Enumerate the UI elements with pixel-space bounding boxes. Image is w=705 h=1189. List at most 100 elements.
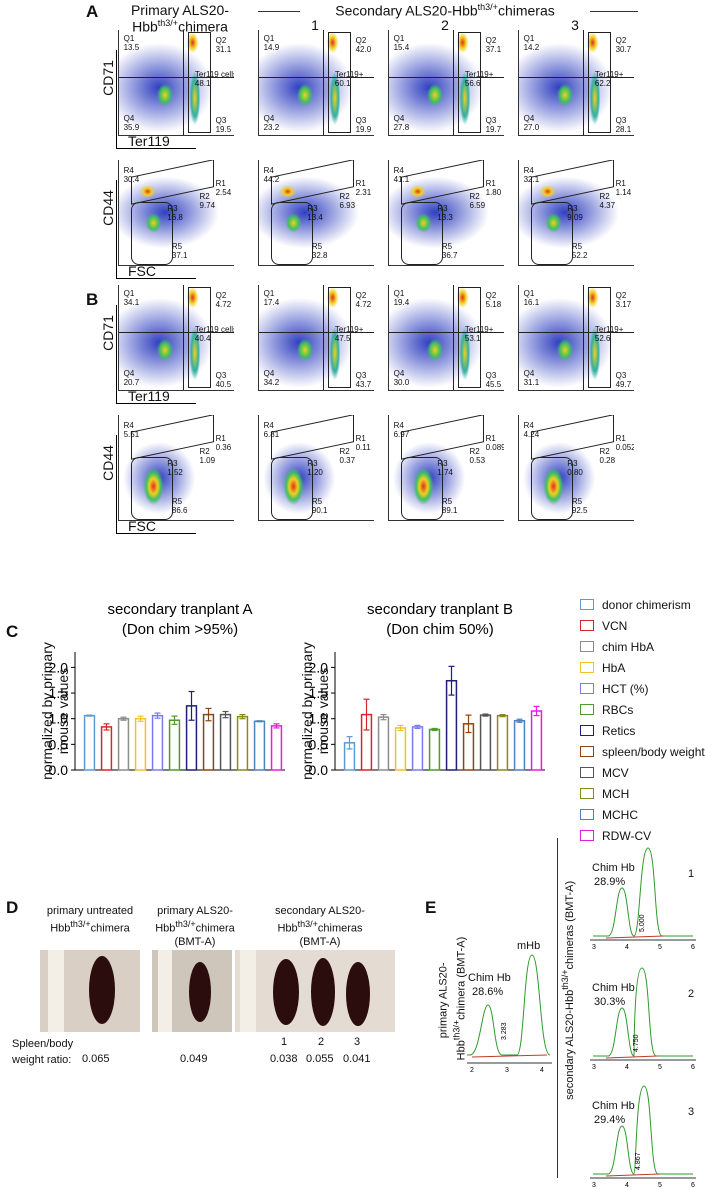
gate-value: 14.2 [523,43,540,53]
bar [479,714,492,771]
caption-line: (BMT-A) [174,935,216,948]
gate-value: 27.0 [523,123,540,132]
caption-line: Hbbth3/+chimeras [255,918,385,936]
gate-name: Q4 [393,369,405,378]
flow-plot: R4 44.2 R1 2.31 R2 6.93 R3 13.4 R5 32.8 [258,160,374,266]
y-axis-label: normalized by primary mouse values [299,642,331,780]
gate-value: 35.9 [123,123,140,132]
gate-label: R4 44.2 [264,166,280,184]
gate-name: R3 [307,204,318,214]
flow-plot: R4 5.51 R1 0.36 R2 1.09 R3 1.52 R5 86.6 [118,415,234,521]
gate-name: Q4 [263,369,275,378]
gate-label: R3 13.4 [307,204,323,222]
gate-name: Q3 [485,116,497,126]
chart-title: secondary tranplant A [107,601,252,618]
gate-line [119,77,234,79]
gate-box [188,287,211,388]
gate-label: Q4 27.8 [394,114,410,132]
mouse-number: 2 [688,988,695,1000]
chromatogram: 3 4 5 6 5.000 [590,847,696,951]
gate-label: Q3 40.5 [216,371,232,389]
gate-line [389,77,504,79]
ratio-value: 0.049 [180,1053,208,1065]
gate-name: Q4 [123,114,135,123]
baseline [471,1054,548,1058]
gate-value: 0.089 [485,442,504,452]
gate-label: R4 5.51 [124,421,140,439]
baseline [605,935,665,939]
legend-entry: MCHC [580,804,705,825]
gate-value: 56.6 [464,78,481,88]
chromatogram: 3 4 5 6 4.867 [590,1085,696,1189]
gate-value: 0.36 [215,442,232,452]
tick-label: 4 [540,1067,544,1074]
column-number: 2 [441,17,449,33]
tick-label: 5 [658,944,662,951]
gate-name: R5 [571,496,583,506]
text: Hbb [50,922,71,935]
gate-label: R3 0.80 [567,459,583,477]
gate-value: 15.4 [393,43,410,53]
legend-swatch [580,662,594,673]
superscript: th3/+ [451,1019,462,1041]
gate-line [389,332,504,334]
gate-value: 16.8 [167,213,183,223]
gate-box [270,457,313,520]
axis-label: FSC [128,263,156,279]
flow-plot: R4 30.4 R1 2.54 R2 9.74 R3 16.8 R5 37.1 [118,160,234,266]
gate-value: 30.7 [615,45,632,55]
caption-line: primary untreated [46,905,134,917]
gate-name: R2 [339,191,350,201]
gate-name: R2 [339,446,350,456]
caption: primary ALS20- Hbbth3/+chimera (BMT-A) [135,905,255,949]
legend-swatch [580,767,594,778]
gate-label: R1 0.11 [356,434,371,452]
flow-plot: Q1 17.4 Q2 4.72 Ter119+ 47.5 Q4 34.2 Q3 43.7 [258,285,374,391]
gate-name: Q2 [215,36,227,46]
gate-value: 13.4 [307,213,323,223]
legend-label: RDW-CV [602,828,652,843]
superscript: th3/+ [297,919,318,929]
gate-box [130,457,173,520]
gate-name: Q2 [615,36,627,46]
mouse-number: 3 [688,1106,695,1118]
legend: donor chimerism VCN chim HbA HbA HCT (%) RBCs… [580,594,705,846]
gate-label: Q2 31.1 [216,36,232,54]
gate-value: 45.5 [485,380,502,390]
divider [557,838,558,1178]
gate-label: Q2 4.72 [216,291,232,309]
gate-label: R1 0.36 [216,434,232,452]
gate-name: Q4 [523,114,535,123]
gate-name: Ter119+ [464,324,494,334]
gate-label: Q2 4.72 [356,291,372,309]
gate-name: Ter119+ [594,69,624,79]
legend-swatch [580,809,594,820]
gate-name: R1 [615,433,626,443]
gate-name: R3 [167,459,178,469]
gate-label: Q1 14.2 [524,34,540,52]
y-tick-label: 2.0 [49,659,69,675]
flow-plot: R4 6.97 R1 0.089 R2 0.53 R3 1.74 R5 89.1 [388,415,504,521]
gate-name: Q2 [355,36,367,46]
gate-value: 30.4 [123,175,140,185]
axis-label: Ter119 [128,388,170,404]
gate-name: R5 [441,496,453,506]
baseline [605,1173,661,1177]
text: weight ratio: [12,1054,72,1066]
chart-subtitle: (Don chim >95%) [122,621,238,638]
gate-name: R2 [199,191,210,201]
gate-name: Ter119+ [334,324,364,334]
bar [83,714,96,771]
gate-box [458,32,481,133]
gate-name: R3 [567,459,578,469]
text: chimeras [497,2,555,19]
gate-label: Q3 19.7 [486,116,502,134]
spleen [346,962,370,1026]
gate-name: R4 [263,421,274,431]
header-line: Primary ALS20- [130,2,230,18]
gate-value: 6.59 [469,200,486,210]
gate-label: Ter119+ 56.6 [465,70,494,88]
gate-label: R5 92.5 [572,497,588,515]
gate-label: Q3 45.5 [486,371,502,389]
peak-label: Chim Hb [592,982,635,994]
